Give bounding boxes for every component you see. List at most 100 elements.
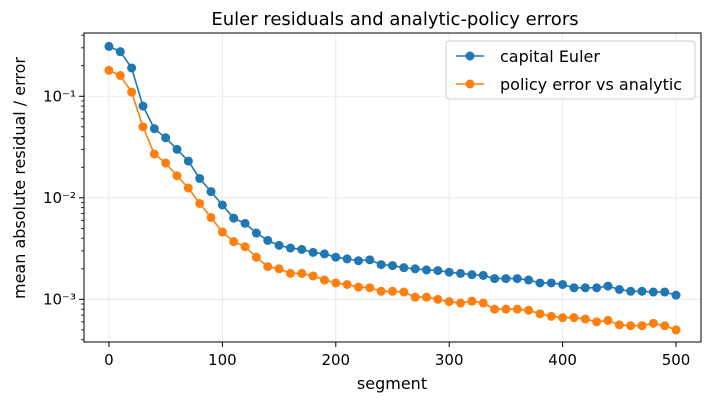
- data-point-0: [195, 173, 205, 183]
- data-point-0: [285, 243, 295, 253]
- plot-frame: [83, 32, 702, 343]
- data-point-0: [524, 275, 534, 285]
- data-point-1: [648, 318, 658, 328]
- data-point-1: [456, 298, 466, 308]
- data-point-0: [240, 218, 250, 228]
- data-point-1: [206, 212, 216, 222]
- data-point-0: [467, 270, 477, 280]
- data-point-0: [558, 279, 568, 289]
- data-point-1: [524, 305, 534, 315]
- data-point-1: [365, 283, 375, 293]
- data-point-1: [637, 321, 647, 331]
- data-point-1: [149, 149, 159, 159]
- data-point-0: [648, 287, 658, 297]
- data-point-0: [183, 156, 193, 166]
- series-layer: [104, 41, 681, 335]
- data-point-1: [603, 315, 613, 325]
- data-point-1: [263, 262, 273, 272]
- x-tick-label: 0: [104, 351, 114, 369]
- data-point-0: [433, 266, 443, 276]
- data-point-1: [490, 304, 500, 314]
- data-point-0: [206, 187, 216, 197]
- data-point-1: [410, 292, 420, 302]
- data-point-0: [603, 281, 613, 291]
- data-point-0: [138, 101, 148, 111]
- data-point-1: [388, 286, 397, 296]
- data-point-0: [331, 252, 341, 262]
- data-point-1: [353, 282, 363, 292]
- data-point-0: [501, 274, 511, 284]
- data-point-1: [546, 311, 556, 321]
- chart-title: Euler residuals and analytic-policy erro…: [211, 9, 578, 30]
- data-point-0: [456, 268, 466, 278]
- data-point-1: [195, 198, 205, 208]
- x-axis-title: segment: [357, 374, 427, 393]
- data-point-1: [592, 317, 602, 327]
- data-point-0: [308, 247, 318, 257]
- data-point-1: [297, 268, 307, 278]
- y-tick-label: 10⁻¹: [43, 87, 76, 105]
- data-point-1: [671, 325, 681, 335]
- legend-marker: [465, 51, 475, 61]
- data-point-1: [308, 271, 318, 281]
- data-point-1: [115, 71, 125, 81]
- data-point-1: [501, 304, 511, 314]
- data-point-1: [535, 309, 545, 319]
- data-point-0: [399, 263, 409, 273]
- data-point-0: [660, 287, 670, 297]
- y-tick-label: 10⁻³: [43, 290, 76, 308]
- legend-marker: [465, 79, 475, 89]
- data-point-0: [104, 41, 114, 51]
- data-point-0: [263, 235, 273, 245]
- data-point-0: [229, 213, 239, 223]
- axes: 0 100 200 300 400 500 10⁻³ 10⁻² 10⁻¹: [43, 34, 691, 369]
- data-point-1: [660, 321, 670, 331]
- data-point-0: [614, 284, 624, 294]
- data-point-0: [365, 255, 375, 265]
- data-point-1: [229, 237, 239, 247]
- y-axis-title: mean absolute residual / error: [10, 57, 29, 299]
- data-point-1: [614, 320, 624, 330]
- data-point-0: [637, 286, 647, 296]
- x-tick-label: 200: [321, 351, 350, 369]
- data-point-0: [546, 278, 556, 288]
- data-point-1: [274, 264, 284, 274]
- data-point-0: [444, 267, 454, 277]
- data-point-1: [285, 268, 295, 278]
- x-tick-label: 300: [435, 351, 464, 369]
- x-tick-label: 100: [208, 351, 237, 369]
- data-point-1: [422, 292, 432, 302]
- data-point-0: [127, 63, 137, 73]
- data-point-0: [342, 254, 352, 264]
- data-point-1: [217, 227, 227, 237]
- data-point-0: [580, 283, 590, 293]
- data-point-0: [410, 264, 420, 274]
- data-point-1: [478, 298, 488, 308]
- data-point-1: [376, 286, 386, 296]
- data-point-1: [558, 313, 568, 323]
- data-point-1: [626, 321, 636, 331]
- data-point-0: [353, 256, 363, 266]
- data-point-1: [399, 287, 409, 297]
- data-point-0: [149, 124, 159, 134]
- data-point-1: [569, 313, 579, 323]
- data-point-1: [138, 122, 148, 132]
- data-point-1: [240, 242, 250, 252]
- data-point-0: [569, 283, 579, 293]
- data-point-0: [217, 200, 227, 210]
- data-point-0: [115, 47, 125, 57]
- data-point-0: [274, 240, 284, 250]
- data-point-1: [512, 304, 522, 314]
- data-point-0: [172, 144, 182, 154]
- data-point-0: [626, 286, 636, 296]
- data-point-0: [422, 265, 432, 275]
- data-point-0: [319, 249, 329, 259]
- data-point-0: [376, 260, 386, 270]
- data-point-0: [251, 228, 261, 238]
- data-point-1: [104, 65, 114, 75]
- data-point-1: [331, 278, 341, 288]
- data-point-1: [467, 296, 477, 306]
- x-tick-label: 500: [662, 351, 691, 369]
- data-point-0: [388, 261, 397, 271]
